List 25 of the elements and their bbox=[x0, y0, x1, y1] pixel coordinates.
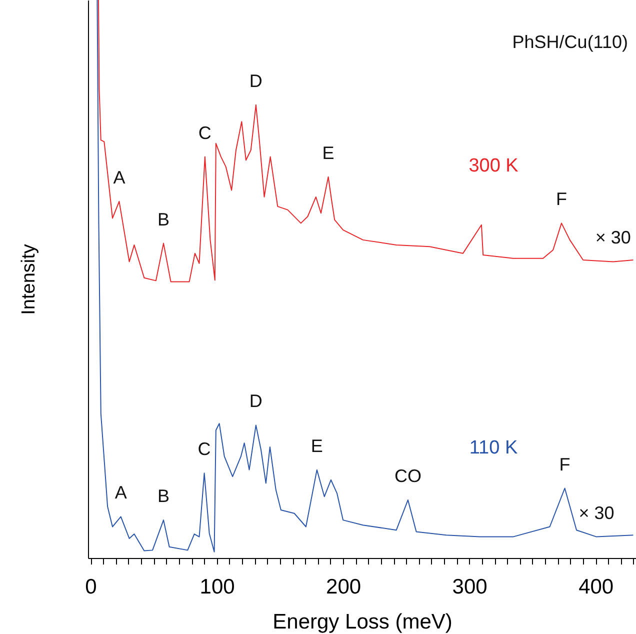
y-axis-title: Intensity bbox=[18, 244, 40, 315]
x-tick-label: 300 bbox=[452, 576, 488, 598]
text: 110 K bbox=[469, 438, 518, 459]
annotation: E bbox=[310, 436, 323, 456]
text: 300 K bbox=[468, 156, 519, 177]
annotation: × 30 bbox=[578, 502, 614, 523]
annotation: B bbox=[158, 209, 170, 230]
x-tick-label: 200 bbox=[326, 576, 362, 598]
annotation: × 30 bbox=[595, 228, 631, 248]
annotation: A bbox=[113, 167, 126, 188]
x-tick-label: 100 bbox=[200, 576, 235, 598]
annotation: D bbox=[249, 70, 262, 91]
annotation: D bbox=[249, 391, 262, 412]
x-axis-title: Energy Loss (meV) bbox=[272, 610, 452, 634]
annotation: F bbox=[559, 454, 570, 474]
annotation: CO bbox=[394, 466, 422, 486]
annotation: PhSH/Cu(110) bbox=[512, 32, 628, 52]
annotation: C bbox=[198, 122, 212, 143]
annotation: A bbox=[114, 482, 127, 503]
annotation: E bbox=[322, 142, 334, 163]
x-tick-label: 400 bbox=[578, 576, 614, 598]
x-tick-label: 0 bbox=[85, 576, 97, 598]
annotation: B bbox=[158, 486, 170, 506]
annotation: F bbox=[556, 189, 567, 210]
annotation: C bbox=[198, 439, 211, 460]
